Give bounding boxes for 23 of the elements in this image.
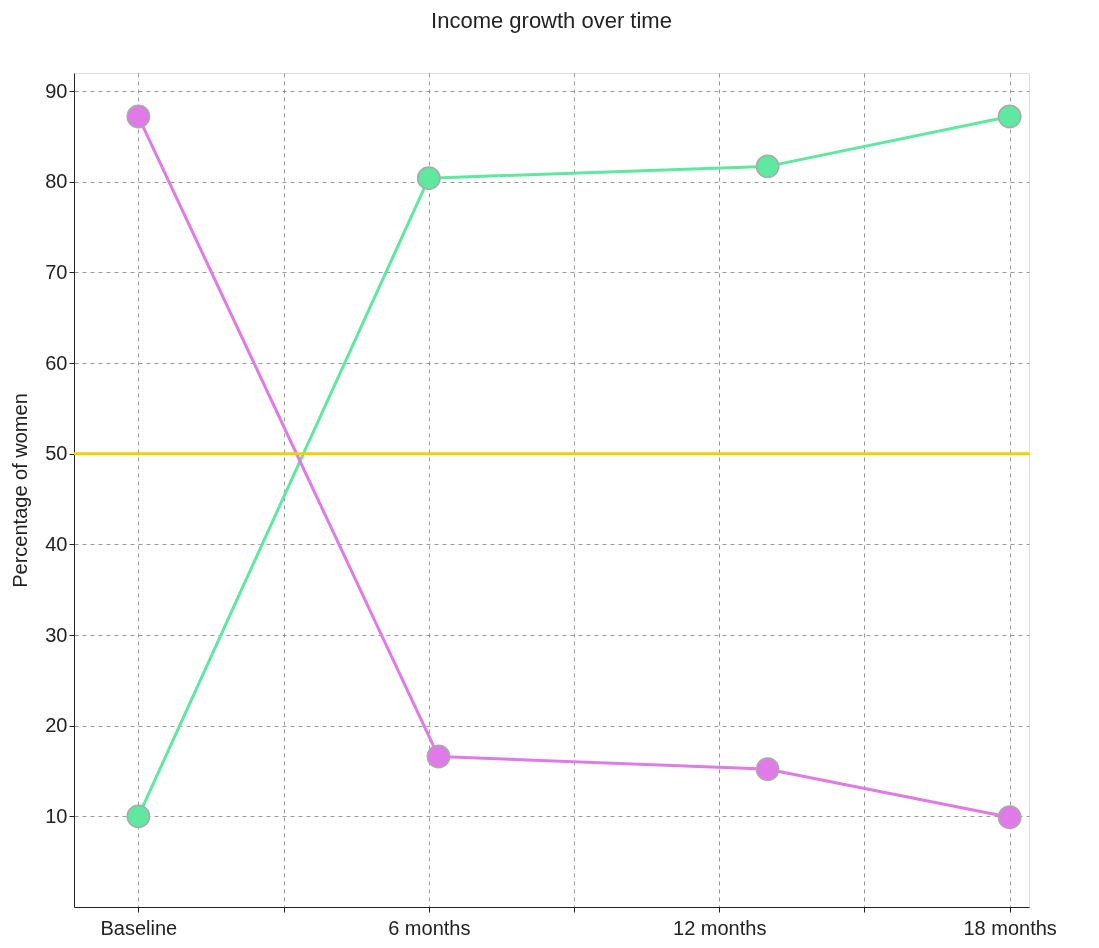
point (126, 804, 151, 829)
y-axis-title: Percentage of women (9, 393, 32, 588)
x-tick-label: 18 months (963, 916, 1057, 939)
y-tick-label: 90 (45, 79, 68, 102)
y-tick-label: 70 (45, 260, 68, 283)
point (416, 166, 441, 191)
y-tick-label: 50 (45, 442, 68, 465)
x-tick-label: 12 months (673, 916, 767, 939)
y-tick-label: 60 (45, 351, 68, 374)
chart-title: Income growth over time (431, 8, 672, 33)
y-tick-label: 10 (45, 804, 68, 827)
point (997, 104, 1022, 129)
point (997, 805, 1022, 830)
x-tick-label: Baseline (100, 916, 178, 939)
y-tick-label: 80 (45, 170, 68, 193)
y-tick-label: 20 (45, 714, 68, 737)
x-tick-label: 6 months (388, 916, 471, 939)
point (755, 757, 780, 782)
point (755, 154, 780, 179)
point (426, 744, 451, 769)
y-tick-label: 30 (45, 623, 68, 646)
point (126, 104, 151, 129)
y-tick-label: 40 (45, 532, 68, 555)
